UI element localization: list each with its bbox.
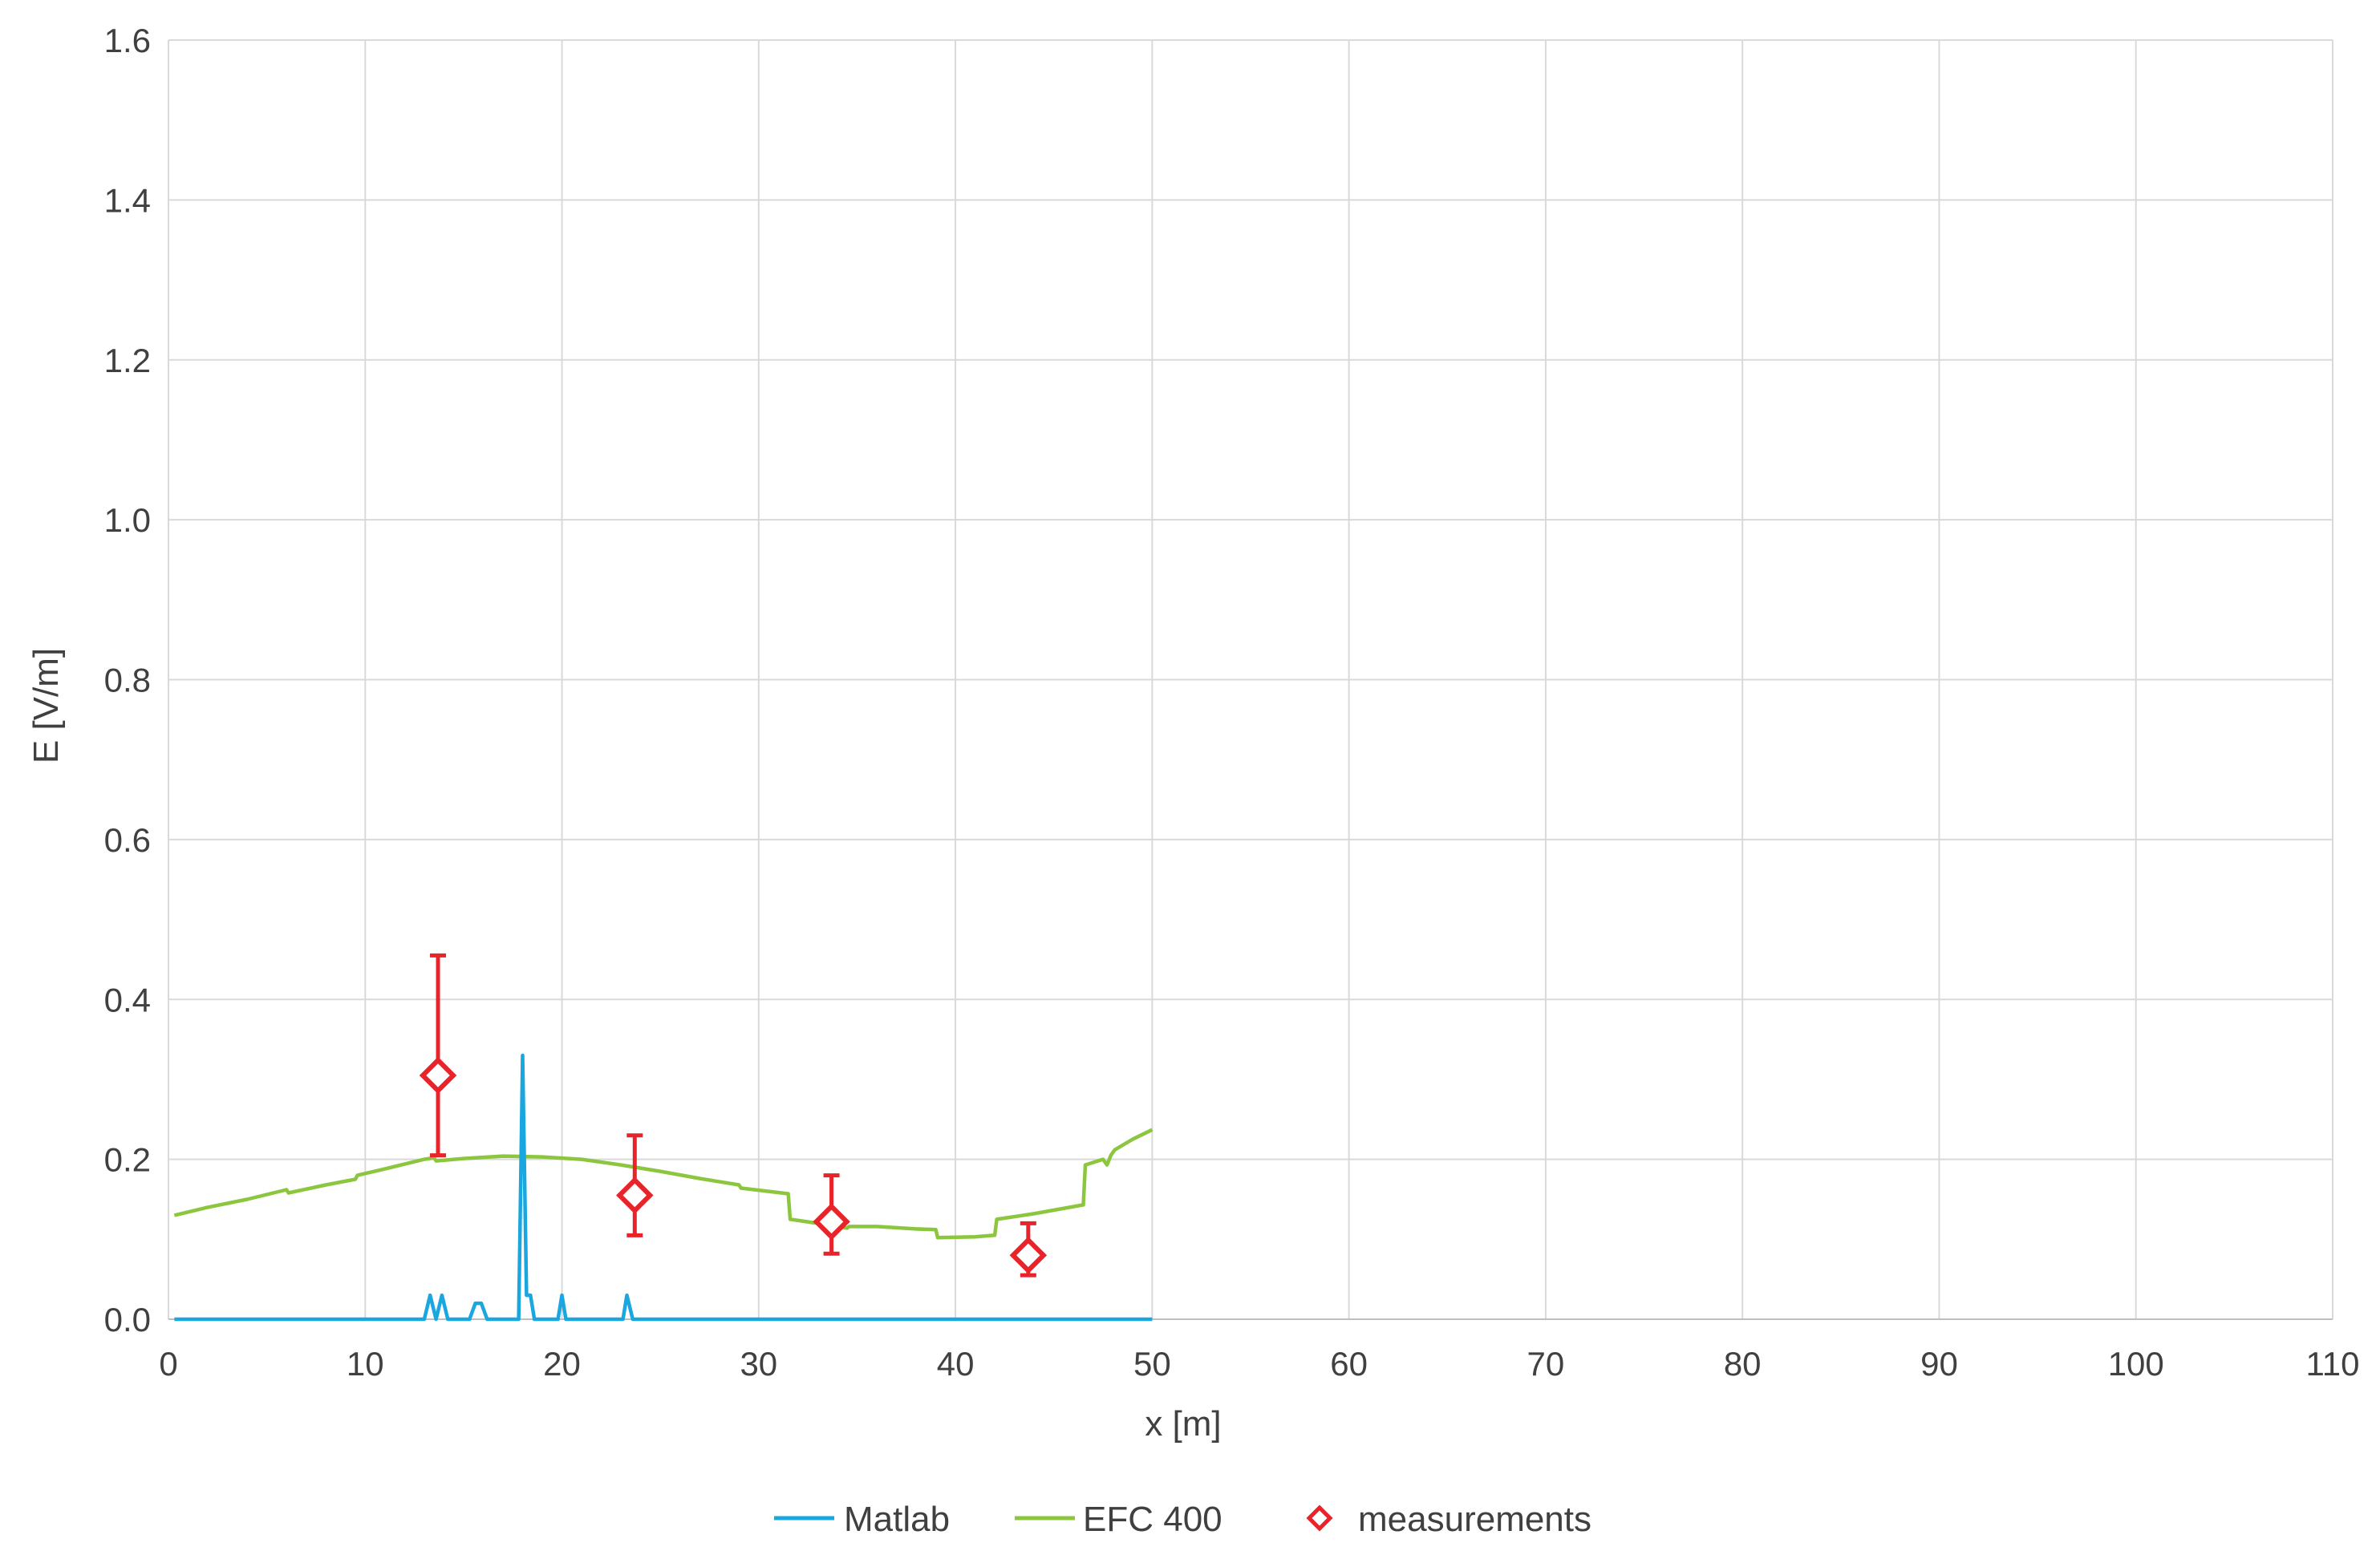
- tick-labels: 0 10 20 30 40 50 60 70 80 90 100 110 0.0 0.2 0.4 0.6 0.8…: [104, 22, 2360, 1383]
- legend-label-efc400: EFC 400: [1083, 1500, 1222, 1539]
- y-tick-label: 0.8: [104, 662, 151, 699]
- x-tick-label: 110: [2306, 1345, 2360, 1383]
- grid: [168, 39, 2333, 1320]
- measurement-point: [616, 1176, 654, 1214]
- y-tick-label: 0.0: [104, 1301, 151, 1338]
- x-tick-label: 0: [159, 1345, 177, 1383]
- x-tick-label: 100: [2108, 1345, 2164, 1383]
- measurement-point: [813, 1203, 850, 1241]
- x-axis-title: x [m]: [1145, 1404, 1221, 1444]
- plot-area: [173, 953, 1154, 1322]
- x-tick-label: 50: [1133, 1345, 1171, 1383]
- y-tick-label: 1.4: [104, 181, 151, 219]
- measurement-point: [1009, 1237, 1048, 1274]
- y-axis-title: E [V/m]: [26, 648, 66, 763]
- x-tick-label: 30: [740, 1345, 777, 1383]
- x-tick-label: 70: [1527, 1345, 1565, 1383]
- x-tick-label: 40: [937, 1345, 975, 1383]
- y-tick-label: 0.4: [104, 981, 151, 1018]
- y-tick-label: 0.2: [104, 1141, 151, 1179]
- legend: Matlab EFC 400 measurements: [774, 1500, 1591, 1539]
- x-tick-label: 20: [543, 1345, 581, 1383]
- x-tick-label: 10: [347, 1345, 384, 1383]
- y-tick-label: 1.0: [104, 501, 151, 539]
- x-tick-label: 60: [1330, 1345, 1368, 1383]
- x-tick-label: 80: [1724, 1345, 1762, 1383]
- legend-swatch-measurements: [1306, 1504, 1333, 1532]
- legend-label-measurements: measurements: [1358, 1500, 1591, 1539]
- series-line-matlab: [174, 1053, 1153, 1322]
- y-tick-label: 1.2: [104, 342, 151, 379]
- series-line-efc-400: [173, 1128, 1154, 1240]
- y-tick-label: 0.6: [104, 821, 151, 859]
- measurement-point: [419, 1056, 457, 1095]
- y-tick-label: 1.6: [104, 22, 151, 59]
- legend-label-matlab: Matlab: [844, 1500, 950, 1539]
- x-tick-label: 90: [1920, 1345, 1958, 1383]
